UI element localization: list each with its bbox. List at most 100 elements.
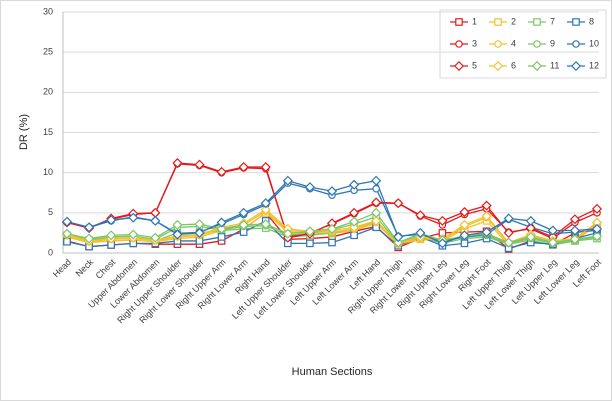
data-point [349,222,360,233]
legend-marker [533,40,541,48]
data-point [525,231,536,242]
data-point [84,222,95,233]
legend-label: 9 [550,38,555,48]
data-point [328,238,336,247]
data-point [106,215,117,226]
data-point [282,228,293,239]
data-point [503,227,514,238]
data-point [547,225,558,236]
data-point [216,166,227,177]
data-point [128,229,139,240]
data-point [349,216,360,227]
legend-marker [533,18,541,26]
data-point [349,179,360,190]
data-point [304,182,315,193]
legend-marker [455,40,463,48]
data-point [459,219,470,230]
data-point [326,186,338,197]
data-point [591,223,603,234]
legend-label: 1 [472,16,477,26]
data-point [415,210,426,221]
data-point [306,239,314,248]
legend-label: 2 [511,16,516,26]
data-point [415,227,426,238]
data-point [61,228,73,239]
data-point [569,234,580,245]
data-point [437,215,448,226]
data-point [591,203,603,214]
data-point [371,175,382,186]
data-point [371,215,382,226]
data-point [459,206,470,218]
y-tick-label: 0 [48,247,53,257]
data-point [547,237,558,248]
y-tick-label: 30 [43,6,53,16]
legend-label: 4 [511,38,516,48]
y-tick-label: 15 [43,127,53,137]
legend-label: 3 [472,38,477,48]
data-point [393,231,404,242]
data-point [217,233,226,241]
data-point [282,175,293,186]
data-point [216,217,227,228]
data-point [172,157,183,169]
data-point [372,184,380,193]
data-point [569,214,580,225]
legend-marker [531,60,543,72]
data-point [481,210,492,222]
data-point [350,231,358,240]
data-point [238,207,249,218]
data-point [194,227,205,238]
y-tick-label: 20 [43,87,53,97]
data-point [150,232,161,243]
data-point [172,219,183,230]
data-point [150,215,161,226]
data-point [371,207,382,218]
legend-label: 8 [589,16,594,26]
legend-label: 11 [550,60,559,70]
legend-marker [492,60,504,72]
data-point [371,197,382,208]
data-point [84,233,95,244]
data-point [437,238,448,249]
data-point [172,229,183,240]
y-tick-label: 10 [43,167,53,177]
y-tick-label: 25 [43,47,53,57]
data-point [393,198,404,209]
data-point [194,159,205,170]
y-axis-title: DR (%) [18,114,30,150]
legend-marker [453,60,465,72]
y-tick-label: 5 [48,207,53,217]
data-point [260,198,271,209]
legend-label: 6 [511,60,516,70]
legend-marker [494,40,502,48]
data-point [216,223,227,234]
data-point [503,237,514,248]
x-axis-title: Human Sections [292,366,373,378]
data-point [525,215,536,226]
data-point [459,230,470,241]
data-point [304,226,315,237]
legend-label: 5 [472,60,477,70]
legend-marker [572,40,580,48]
data-point [503,213,514,224]
legend-label: 12 [589,60,599,70]
data-point [481,227,492,238]
legend-label: 7 [550,16,555,26]
legend-marker [494,18,502,26]
data-point [260,161,271,173]
data-point [260,219,271,230]
legend-marker [570,60,582,72]
data-point [61,216,73,227]
data-point [260,204,271,215]
legend-label: 10 [589,38,599,48]
data-point [238,219,249,230]
data-point [481,200,492,211]
data-point [326,223,338,234]
legend-marker [455,18,463,26]
data-point [393,237,404,248]
data-point [106,230,117,241]
data-point [128,212,139,223]
data-point [238,161,249,173]
